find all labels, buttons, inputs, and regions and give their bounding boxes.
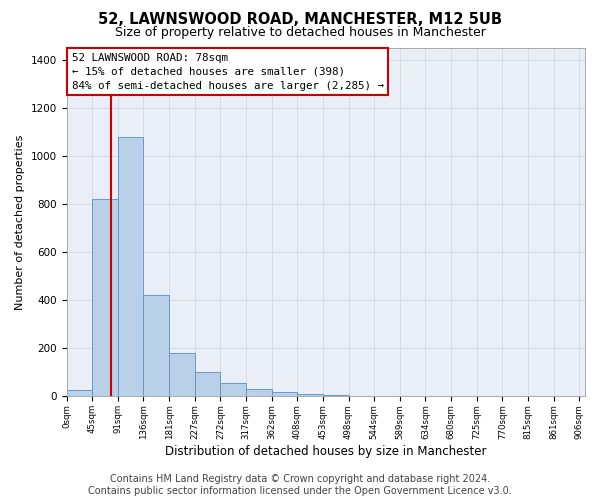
Text: 52, LAWNSWOOD ROAD, MANCHESTER, M12 5UB: 52, LAWNSWOOD ROAD, MANCHESTER, M12 5UB bbox=[98, 12, 502, 28]
X-axis label: Distribution of detached houses by size in Manchester: Distribution of detached houses by size … bbox=[165, 444, 487, 458]
Bar bbox=[195, 372, 220, 396]
Bar bbox=[323, 395, 349, 396]
Bar bbox=[143, 296, 169, 396]
Bar bbox=[297, 394, 323, 396]
Bar bbox=[67, 390, 92, 396]
Bar bbox=[118, 136, 143, 396]
Bar bbox=[246, 389, 272, 396]
Text: 52 LAWNSWOOD ROAD: 78sqm
← 15% of detached houses are smaller (398)
84% of semi-: 52 LAWNSWOOD ROAD: 78sqm ← 15% of detach… bbox=[72, 52, 384, 90]
Bar bbox=[92, 199, 118, 396]
Text: Size of property relative to detached houses in Manchester: Size of property relative to detached ho… bbox=[115, 26, 485, 39]
Bar bbox=[169, 353, 195, 397]
Y-axis label: Number of detached properties: Number of detached properties bbox=[15, 134, 25, 310]
Bar bbox=[272, 392, 297, 396]
Text: Contains HM Land Registry data © Crown copyright and database right 2024.
Contai: Contains HM Land Registry data © Crown c… bbox=[88, 474, 512, 496]
Bar bbox=[220, 383, 246, 396]
